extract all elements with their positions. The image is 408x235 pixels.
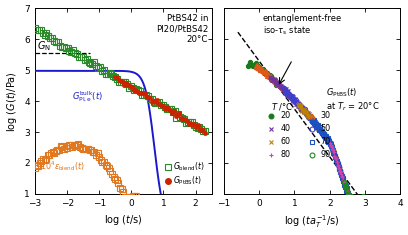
Text: entanglement-free
iso-$\tau_\mathrm{s}$ state: entanglement-free iso-$\tau_\mathrm{s}$ …	[263, 14, 342, 37]
Text: 30: 30	[321, 111, 331, 121]
Y-axis label: log ($G(t)$/Pa): log ($G(t)$/Pa)	[5, 71, 19, 132]
X-axis label: log ($t$/s): log ($t$/s)	[104, 213, 143, 227]
Text: $G_\mathrm{PtBS}(t)$
at $T_r$ = 20°C: $G_\mathrm{PtBS}(t)$ at $T_r$ = 20°C	[326, 86, 380, 113]
Text: 50: 50	[321, 125, 331, 133]
Text: $T$ /°C: $T$ /°C	[271, 101, 294, 112]
Text: 20: 20	[280, 111, 290, 121]
Text: $G_\mathrm{N}$: $G_\mathrm{N}$	[37, 39, 51, 53]
Legend: $G_\mathrm{blend}(t)$, $G_\mathrm{PtBS}(t)$: $G_\mathrm{blend}(t)$, $G_\mathrm{PtBS}(…	[162, 157, 208, 190]
X-axis label: log ($ta_T^{-1}$/s): log ($ta_T^{-1}$/s)	[284, 213, 340, 230]
Text: 40: 40	[280, 125, 290, 133]
Text: 90: 90	[321, 150, 331, 160]
Text: $G_\mathrm{PI,e}^\mathrm{bulk}(t)$: $G_\mathrm{PI,e}^\mathrm{bulk}(t)$	[72, 90, 103, 104]
Text: 60: 60	[280, 137, 290, 146]
Text: 80: 80	[280, 150, 290, 160]
Text: 70: 70	[321, 137, 331, 146]
Text: PtBS42 in
PI20/PtBS42
20°C: PtBS42 in PI20/PtBS42 20°C	[156, 14, 208, 44]
Text: $10^4\varepsilon_\mathrm{blend}(t)$: $10^4\varepsilon_\mathrm{blend}(t)$	[40, 159, 85, 173]
